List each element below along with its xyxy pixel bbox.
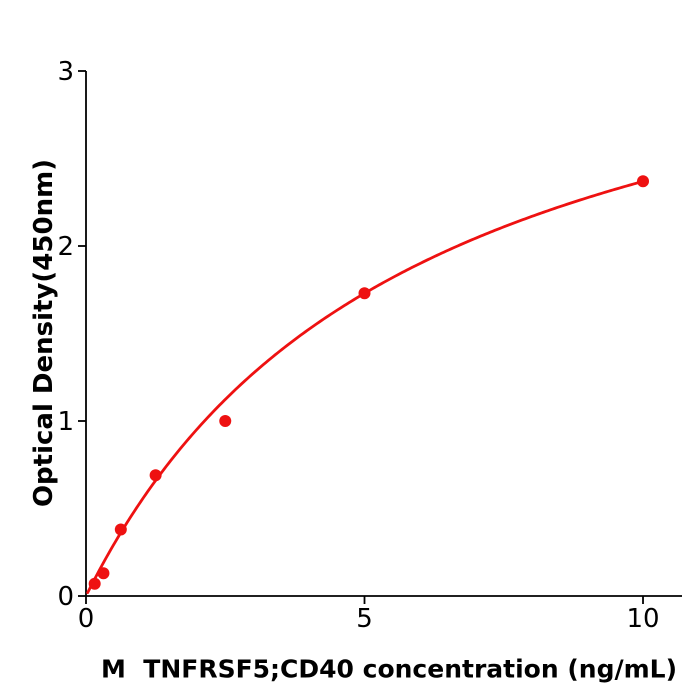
y-tick-label: 3 (57, 57, 74, 87)
data-point (358, 287, 371, 300)
x-axis-title: M TNFRSF5;CD40 concentration (ng/mL) (100, 654, 678, 684)
data-point (219, 415, 232, 427)
x-tick-label: 10 (626, 604, 659, 634)
data-point (149, 469, 162, 482)
y-tick-label: 0 (57, 582, 74, 612)
data-point (114, 523, 127, 536)
data-point (637, 175, 650, 188)
y-axis-title: Optical Density(450nm) (29, 158, 59, 508)
y-tick-label: 1 (57, 407, 74, 437)
y-tick-label: 2 (57, 232, 74, 262)
data-point (88, 577, 101, 590)
x-tick-label: 0 (78, 604, 95, 634)
data-point (97, 567, 110, 580)
x-tick-label: 5 (356, 604, 373, 634)
fit-curve (86, 179, 645, 595)
